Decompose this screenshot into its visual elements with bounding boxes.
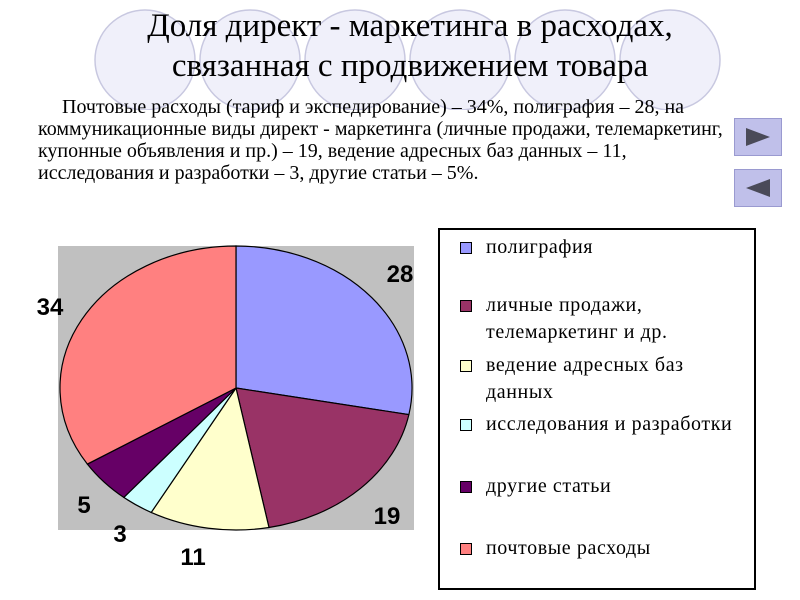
- legend-label-1: полиграфия: [486, 236, 594, 258]
- data-label-6: 34: [37, 294, 64, 321]
- slide-title: Доля директ - маркетинга в расходах, свя…: [40, 6, 780, 86]
- legend-label-3: ведение адресных баз данных: [486, 354, 684, 403]
- legend-label-2: личные продажи, телемаркетинг и др.: [486, 294, 668, 343]
- slide-title-line-1: Доля директ - маркетинга в расходах,: [147, 8, 673, 44]
- legend-swatch-1: [460, 242, 472, 254]
- data-label-5: 5: [77, 492, 90, 519]
- data-label-2: 19: [374, 503, 401, 530]
- previous-slide-button[interactable]: [734, 169, 782, 207]
- legend-swatch-2: [460, 300, 472, 312]
- legend-label-6: почтовые расходы: [486, 537, 651, 559]
- legend-swatch-3: [460, 360, 472, 372]
- legend-label-4: исследования и разработки: [486, 413, 733, 435]
- decorative-circles: [94, 9, 721, 110]
- pie-slice-6: [59, 245, 237, 465]
- legend-swatch-6: [460, 543, 472, 555]
- legend-label-5: другие статьи: [486, 475, 612, 497]
- data-label-4: 3: [113, 521, 126, 548]
- data-label-3: 11: [180, 544, 205, 571]
- data-label-1: 28: [387, 261, 414, 288]
- slide-title-line-2: связанная с продвижением товара: [171, 48, 649, 84]
- pie-slice-3: [150, 386, 270, 531]
- play-left-icon: [746, 179, 770, 197]
- play-right-icon: [746, 128, 770, 146]
- next-slide-button[interactable]: [734, 118, 782, 156]
- pie-slice-1: [235, 245, 413, 416]
- legend-swatch-5: [460, 481, 472, 493]
- pie-slice-2: [235, 387, 410, 529]
- legend-swatch-4: [460, 419, 472, 431]
- chart-legend: полиграфия личные продажи, телемаркетинг …: [438, 228, 756, 590]
- intro-paragraph: Почтовые расходы (тариф и экспедирование…: [38, 96, 723, 184]
